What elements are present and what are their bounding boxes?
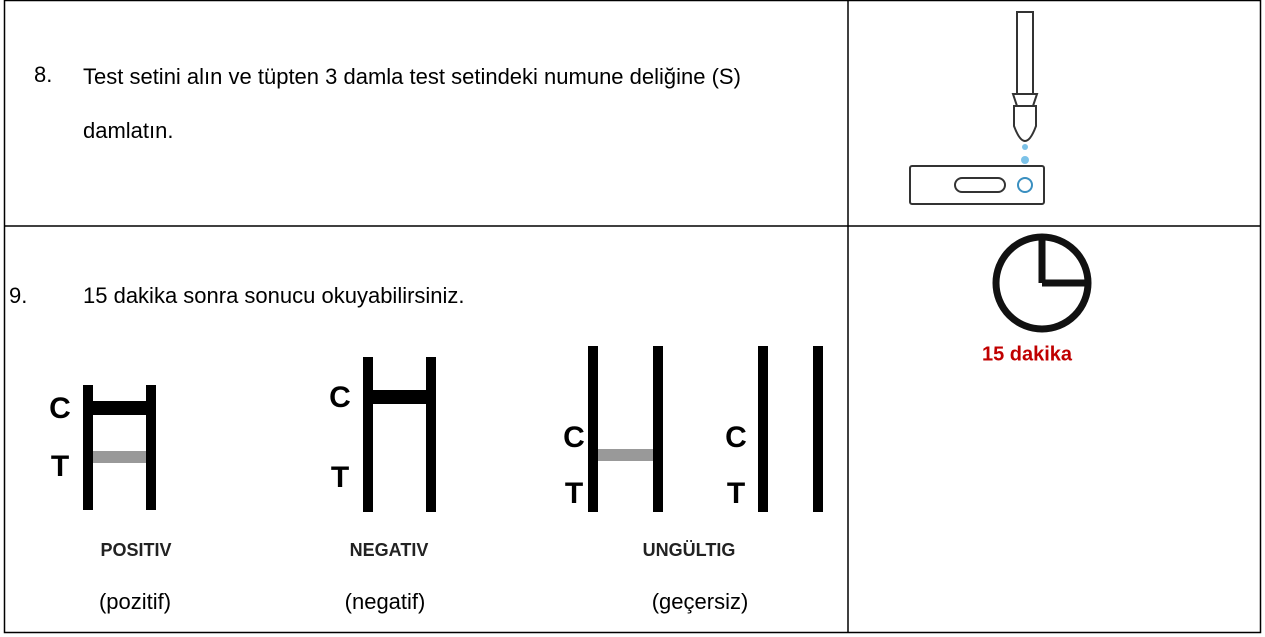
step-text: 15 dakika sonra sonucu okuyabilirsiniz. <box>83 283 465 308</box>
step-text: Test setini alın ve tüpten 3 damla test … <box>83 64 741 143</box>
strip-positive: C T <box>49 385 156 510</box>
table-border <box>3 0 1262 634</box>
clock-icon <box>992 233 1092 333</box>
dropper-icon <box>909 11 1045 205</box>
t-label: T <box>331 461 349 494</box>
timer-label: 15 dakika <box>982 343 1073 365</box>
result-label: NEGATIV <box>349 540 429 560</box>
result-label: UNGÜLTIG <box>642 540 736 560</box>
step-number: 8. <box>34 62 53 87</box>
step-number: 9. <box>9 283 28 308</box>
c-label: C <box>329 381 351 414</box>
t-label: T <box>51 450 69 483</box>
strip-negative: C T <box>329 357 436 512</box>
c-label: C <box>563 421 585 454</box>
c-label: C <box>49 392 71 425</box>
result-translation: (geçersiz) <box>651 589 749 614</box>
result-label: POSITIV <box>100 540 172 560</box>
t-label: T <box>565 477 583 510</box>
strip-invalid-1: C T <box>563 346 663 512</box>
t-label: T <box>727 477 745 510</box>
result-translation: (negatif) <box>344 589 426 614</box>
result-translation: (pozitif) <box>98 589 172 614</box>
c-label: C <box>725 421 747 454</box>
strip-invalid-2: C T <box>725 346 823 512</box>
